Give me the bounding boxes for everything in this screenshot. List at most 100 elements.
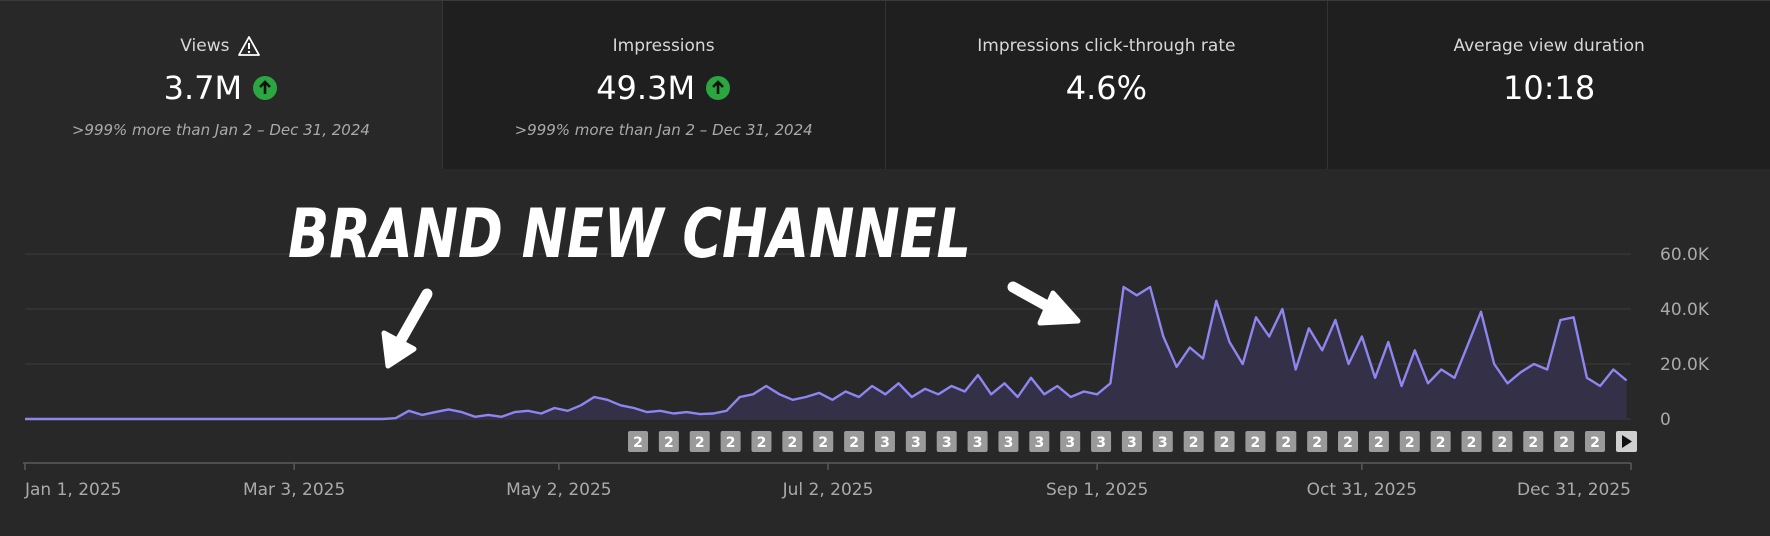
video-marker (1307, 431, 1328, 452)
video-marker (844, 431, 865, 452)
video-marker-count: 2 (1281, 435, 1291, 451)
video-marker-count: 2 (1467, 435, 1477, 451)
video-marker (1368, 431, 1389, 452)
metric-title-row: Impressions click-through rate (886, 35, 1328, 57)
metric-title-row: Views (0, 35, 442, 57)
x-tick-label: Dec 31, 2025 (1517, 480, 1631, 500)
video-marker-count: 2 (1312, 435, 1322, 451)
y-tick-label: 0 (1660, 410, 1671, 430)
arrow-head (1037, 290, 1081, 326)
video-marker-count: 2 (1559, 435, 1569, 451)
metric-title: Average view duration (1453, 36, 1645, 56)
video-marker-count: 3 (1004, 435, 1014, 451)
annotation-title: BRAND NEW CHANNEL (288, 195, 971, 274)
metric-card[interactable]: Impressions click-through rate 4.6% (884, 1, 1328, 169)
metric-card[interactable]: Views 3.7M >999% more than Jan 2 – Dec 3… (0, 1, 442, 169)
trend-up-icon (706, 76, 731, 100)
video-marker (967, 431, 988, 452)
video-marker (874, 431, 895, 452)
video-marker-count: 2 (664, 435, 674, 451)
video-marker-count: 3 (1158, 435, 1168, 451)
area (25, 287, 1627, 419)
warning-icon (238, 36, 261, 56)
video-marker (1554, 431, 1575, 452)
video-marker (1152, 431, 1173, 452)
video-marker-count: 2 (726, 435, 736, 451)
metric-value: 3.7M (163, 69, 243, 107)
video-marker-count: 2 (1498, 435, 1508, 451)
metric-title: Views (180, 36, 230, 56)
video-marker-count: 3 (973, 435, 983, 451)
video-marker (1585, 431, 1605, 452)
video-marker-count: 2 (787, 435, 797, 451)
video-marker-count: 2 (1220, 435, 1230, 451)
plot (25, 285, 1628, 421)
video-marker-count: 2 (1343, 435, 1353, 451)
x-tick-label: Jul 2, 2025 (782, 480, 874, 500)
video-marker (1492, 431, 1513, 452)
video-marker-count: 3 (942, 435, 952, 451)
video-marker (936, 431, 957, 452)
video-marker (751, 431, 772, 452)
video-marker (1060, 431, 1081, 452)
metric-value: 49.3M (596, 69, 696, 107)
video-marker (1338, 431, 1359, 452)
metric-title-row: Average view duration (1328, 35, 1770, 57)
video-marker (1276, 431, 1297, 452)
metric-title: Impressions click-through rate (977, 36, 1236, 56)
video-marker-count: 3 (911, 435, 921, 451)
next-icon (1622, 435, 1632, 448)
metric-comparison: >999% more than Jan 2 – Dec 31, 2024 (71, 121, 370, 139)
video-marker (1214, 431, 1235, 452)
video-marker (628, 431, 648, 452)
video-marker (1183, 431, 1204, 452)
metric-title: Impressions (612, 36, 715, 56)
video-marker (1245, 431, 1266, 452)
video-marker-count: 2 (633, 435, 643, 451)
video-marker-count: 2 (1189, 435, 1199, 451)
y-tick-label: 40.0K (1660, 300, 1710, 320)
video-marker-count: 3 (1127, 435, 1137, 451)
video-marker-count: 2 (818, 435, 828, 451)
video-marker (658, 431, 679, 452)
video-marker-count: 2 (1251, 435, 1261, 451)
video-marker-count: 3 (1034, 435, 1044, 451)
video-marker (1430, 431, 1451, 452)
chart: 0 20.0K 40.0K 60.0K Jan 1, 2025 Mar 3, 2025 Ma… (23, 195, 1710, 500)
video-marker-count: 2 (1528, 435, 1538, 451)
video-marker (720, 431, 741, 452)
video-marker-count: 2 (695, 435, 705, 451)
y-tick-label: 20.0K (1660, 355, 1710, 375)
video-marker (1461, 431, 1482, 452)
annotation-arrows (381, 281, 1081, 369)
video-marker-count: 3 (1065, 435, 1075, 451)
video-marker-count: 2 (1436, 435, 1446, 451)
video-marker (1121, 431, 1142, 452)
video-marker-count: 2 (1405, 435, 1415, 451)
metric-comparison: >999% more than Jan 2 – Dec 31, 2024 (514, 121, 813, 139)
metric-card[interactable]: Impressions 49.3M >999% more than Jan 2 … (441, 1, 885, 169)
video-marker-count: 2 (849, 435, 859, 451)
video-marker-count: 2 (1374, 435, 1384, 451)
video-marker (1091, 431, 1112, 452)
x-tick-label: Oct 31, 2025 (1307, 480, 1418, 500)
metric-card[interactable]: Average view duration 10:18 (1327, 1, 1770, 169)
metric-value-row: 49.3M (443, 67, 885, 109)
axes: 0 20.0K 40.0K 60.0K Jan 1, 2025 Mar 3, 2025 Ma… (23, 245, 1710, 500)
arrow-head (381, 330, 417, 369)
metric-value-row: 4.6% (886, 67, 1328, 109)
x-tick-label: Sep 1, 2025 (1046, 480, 1148, 500)
video-marker (905, 431, 926, 452)
metric-value-row: 3.7M (0, 67, 442, 109)
video-marker (1029, 431, 1050, 452)
metric-value-row: 10:18 (1328, 67, 1770, 109)
video-marker-count: 2 (757, 435, 767, 451)
arrow-shaft (392, 288, 433, 351)
line (25, 285, 1628, 421)
video-marker-count: 3 (880, 435, 890, 451)
video-marker (689, 431, 710, 452)
metric-cards: Views 3.7M >999% more than Jan 2 – Dec 3… (0, 0, 1770, 169)
metric-title-row: Impressions (443, 35, 885, 57)
